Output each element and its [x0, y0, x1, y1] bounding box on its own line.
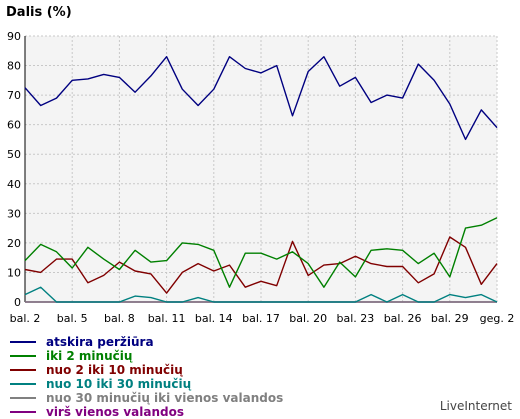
x-tick-label: bal. 8 — [104, 312, 135, 325]
legend: atskira peržiūra iki 2 minučių nuo 2 iki 1… — [10, 335, 283, 419]
brand-label: LiveInternet — [439, 399, 512, 413]
x-tick-label: bal. 29 — [431, 312, 469, 325]
y-tick-label: 50 — [7, 148, 21, 161]
x-tick-label: bal. 2 — [10, 312, 41, 325]
legend-item: nuo 30 minučių iki vienos valandos — [10, 391, 283, 405]
x-tick-label: bal. 23 — [337, 312, 375, 325]
line-chart: Dalis (%) 0 10 20 30 40 50 60 70 80 90 bal. 2 bal. … — [6, 5, 515, 325]
legend-swatch — [10, 369, 36, 371]
legend-label: atskira peržiūra — [46, 335, 154, 349]
y-tick-label: 60 — [7, 119, 21, 132]
legend-item: virš vienos valandos — [10, 405, 283, 419]
series-line — [24, 217, 498, 288]
legend-label: virš vienos valandos — [46, 405, 185, 419]
series-line — [24, 286, 498, 303]
legend-label: iki 2 minučių — [46, 349, 133, 363]
series-line — [24, 56, 498, 141]
y-tick-label: 10 — [7, 266, 21, 279]
y-tick-label: 30 — [7, 207, 21, 220]
legend-swatch — [10, 341, 36, 343]
x-tick-label: bal. 11 — [148, 312, 186, 325]
y-tick-label: 40 — [7, 178, 21, 191]
y-tick-label: 0 — [14, 296, 21, 309]
x-tick-label: bal. 5 — [57, 312, 88, 325]
x-tick-label: bal. 14 — [195, 312, 233, 325]
legend-item: nuo 2 iki 10 minučių — [10, 363, 283, 377]
legend-label: nuo 30 minučių iki vienos valandos — [46, 391, 284, 405]
x-tick-label: bal. 17 — [242, 312, 280, 325]
legend-item: nuo 10 iki 30 minučių — [10, 377, 283, 391]
y-tick-label: 90 — [7, 30, 21, 43]
x-tick-label: bal. 20 — [289, 312, 327, 325]
legend-swatch — [10, 411, 36, 413]
legend-item: atskira peržiūra — [10, 335, 283, 349]
legend-swatch — [10, 383, 36, 385]
x-tick-label: bal. 26 — [384, 312, 422, 325]
y-tick-label: 20 — [7, 237, 21, 250]
legend-item: iki 2 minučių — [10, 349, 283, 363]
chart-title: Dalis (%) — [6, 5, 72, 20]
legend-swatch — [10, 397, 36, 399]
legend-label: nuo 10 iki 30 minučių — [46, 377, 192, 391]
legend-swatch — [10, 355, 36, 357]
y-tick-label: 70 — [7, 89, 21, 102]
legend-label: nuo 2 iki 10 minučių — [46, 363, 183, 377]
series-line — [24, 236, 498, 294]
x-tick-label: geg. 2 — [480, 312, 515, 325]
series-lines — [24, 56, 498, 303]
y-tick-label: 80 — [7, 60, 21, 73]
